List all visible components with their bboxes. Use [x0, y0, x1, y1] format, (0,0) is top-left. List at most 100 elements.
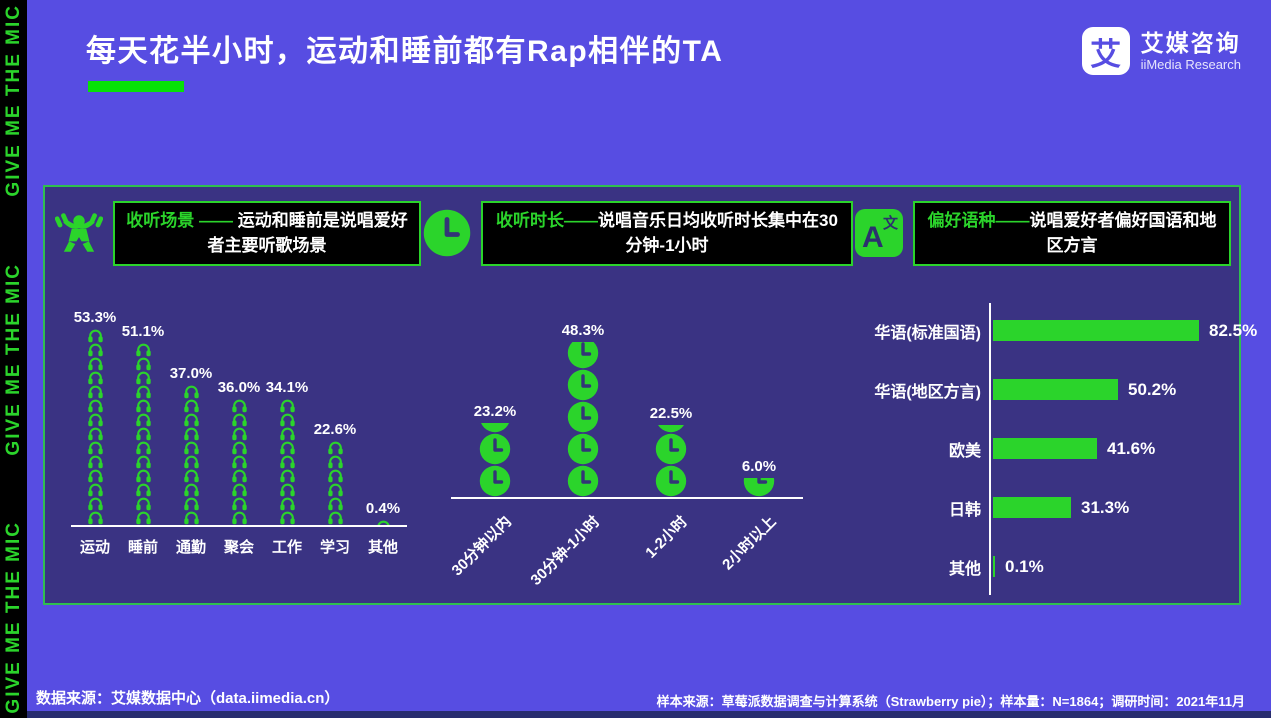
logo-text: 艾媒咨询 iiMedia Research [1141, 30, 1241, 71]
scene-column: 0.4% [359, 500, 407, 525]
language-bar [993, 497, 1071, 518]
category-label-rotated: 30分钟以内 [448, 513, 516, 580]
scene-category-row: 运动 睡前 通勤 聚会 工作 学习 其他 [71, 527, 407, 557]
sidebar-vertical-text: GIVE ME THE MIC [2, 262, 24, 456]
clock-icon [655, 465, 687, 497]
charts-panel: 收听场景 —— 运动和睡前是说唱爱好者主要听歌场景 53.3% 51.1% 37.0… [43, 185, 1257, 605]
value-label: 34.1% [265, 379, 309, 396]
headphones-icon [279, 441, 295, 455]
headphones-icon [87, 427, 103, 441]
duration-column: 48.3% [539, 322, 627, 497]
headphones-icon [135, 441, 151, 455]
clock-icon [567, 401, 599, 433]
language-bar [993, 438, 1097, 459]
headphones-icon [183, 413, 199, 427]
headphones-icon [135, 455, 151, 469]
language-label: 其他 [948, 560, 981, 578]
value-label: 0.4% [365, 500, 401, 517]
language-label: 日韩 [948, 501, 981, 519]
scene-pictogram-chart: 53.3% 51.1% 37.0% 36.0% 34.1% 22.6% 0.4% 运动 睡前 通勤… [53, 267, 421, 557]
headphones-icon [231, 497, 247, 511]
headphone-icon-stack [135, 343, 151, 525]
headphones-icon [183, 441, 199, 455]
scene-chart-header: 收听场景 —— 运动和睡前是说唱爱好者主要听歌场景 [53, 199, 421, 267]
headphones-icon [87, 497, 103, 511]
clock-icon [479, 423, 511, 433]
headphones-icon [279, 455, 295, 469]
value-label: 23.2% [473, 403, 517, 420]
category-label: 睡前 [127, 539, 158, 556]
clock-icon-stack [479, 423, 511, 497]
scene-column: 53.3% [71, 309, 119, 525]
language-bar [993, 556, 995, 577]
duration-title-highlight: 收听时长—— [496, 210, 599, 230]
scene-title-highlight: 收听场景 —— [126, 210, 238, 230]
headphones-icon [87, 469, 103, 483]
headphones-icon [87, 455, 103, 469]
value-label: 82.5% [1209, 320, 1258, 340]
scene-column: 36.0% [215, 379, 263, 525]
language-row: 欧美 41.6% [853, 419, 1231, 478]
language-axis-line [989, 303, 991, 595]
value-label: 48.3% [561, 322, 605, 339]
language-chart-title: 偏好语种——说唱爱好者偏好国语和地区方言 [913, 200, 1231, 266]
language-row: 其他 0.1% [853, 537, 1231, 596]
headphones-icon [183, 469, 199, 483]
headphones-icon [231, 441, 247, 455]
iimedia-logo-icon: 艾 [1081, 27, 1130, 75]
language-label: 华语(地区方言) [874, 383, 981, 401]
headphones-icon [279, 399, 295, 413]
headphones-icon [135, 427, 151, 441]
headphone-icon-stack [327, 441, 343, 525]
headphones-icon [279, 427, 295, 441]
duration-column: 22.5% [627, 405, 715, 497]
language-row: 华语(地区方言) 50.2% [853, 360, 1231, 419]
headphones-icon [87, 343, 103, 357]
scene-column: 34.1% [263, 379, 311, 525]
duration-pictogram-chart: 23.2% 48.3% 22.5% 6.0% 30分钟以内 30分钟-1小时 1-2小时 2小… [421, 267, 853, 599]
language-label: 华语(标准国语) [874, 324, 981, 342]
duration-column: 6.0% [715, 458, 803, 497]
duration-plot: 23.2% 48.3% 22.5% 6.0% [451, 287, 803, 499]
duration-title-rest: 说唱音乐日均收听时长集中在30分钟-1小时 [598, 210, 838, 256]
logo-name-en: iiMedia Research [1140, 56, 1241, 72]
clock-icon [421, 209, 473, 257]
category-label-rotated: 2小时以上 [718, 513, 780, 574]
headphone-icon-stack [183, 385, 199, 525]
clock-icon-stack [743, 478, 775, 497]
value-label: 50.2% [1128, 379, 1177, 399]
scene-column: 37.0% [167, 365, 215, 525]
scene-chart-section: 收听场景 —— 运动和睡前是说唱爱好者主要听歌场景 53.3% 51.1% 37.0… [53, 199, 421, 597]
headphones-icon [327, 483, 343, 497]
headphones-icon [231, 469, 247, 483]
headphones-icon [87, 441, 103, 455]
duration-chart-title: 收听时长——说唱音乐日均收听时长集中在30分钟-1小时 [481, 200, 853, 266]
headphones-icon [327, 441, 343, 455]
clock-icon [479, 433, 511, 465]
headphones-icon [231, 483, 247, 497]
sidebar-vertical-text: GIVE ME THE MIC [2, 521, 24, 714]
data-source-note: 数据来源：艾媒数据中心（data.iimedia.cn） [36, 690, 340, 707]
headphones-icon [327, 497, 343, 511]
clock-icon [655, 433, 687, 465]
headphones-icon [87, 357, 103, 371]
page-title: 每天花半小时，运动和睡前都有Rap相伴的TA [86, 35, 724, 68]
language-row: 华语(标准国语) 82.5% [853, 301, 1257, 360]
headphones-icon [87, 511, 103, 525]
language-row: 日韩 31.3% [853, 478, 1231, 537]
category-label: 聚会 [223, 539, 254, 556]
headphones-icon [135, 399, 151, 413]
headphones-icon [327, 469, 343, 483]
language-title-rest: 说唱爱好者偏好国语和地区方言 [1029, 210, 1217, 256]
value-label: 41.6% [1107, 438, 1156, 458]
value-label: 31.3% [1081, 497, 1130, 517]
headphones-icon [231, 413, 247, 427]
headphones-icon [231, 455, 247, 469]
headphone-icon-stack [376, 520, 391, 525]
category-label: 运动 [79, 539, 110, 556]
headphones-icon [231, 511, 247, 525]
headphones-icon [135, 483, 151, 497]
scene-title-rest: 运动和睡前是说唱爱好者主要听歌场景 [207, 210, 408, 256]
logo-name-cn: 艾媒咨询 [1140, 30, 1241, 57]
